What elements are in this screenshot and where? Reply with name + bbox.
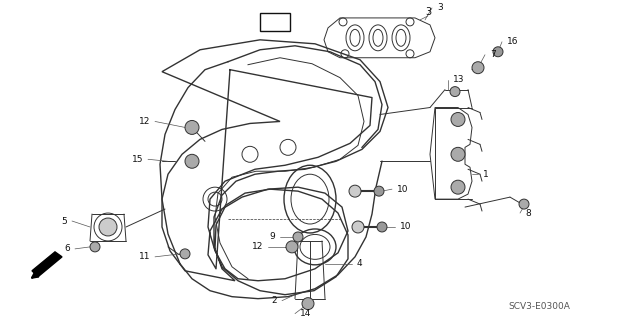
Circle shape [377,222,387,232]
Circle shape [185,121,199,134]
Text: 10: 10 [397,185,408,194]
Text: 1: 1 [483,170,489,179]
Text: SCV3-E0300A: SCV3-E0300A [508,302,570,311]
Circle shape [451,113,465,126]
Text: 7: 7 [490,50,496,59]
Text: FR.: FR. [49,249,67,264]
Text: E-2: E-2 [266,17,284,27]
Text: 3: 3 [425,7,431,17]
Circle shape [286,241,298,253]
Text: 2: 2 [271,296,277,305]
Text: 3: 3 [437,4,443,12]
FancyBboxPatch shape [260,13,290,31]
Circle shape [293,232,303,242]
Circle shape [451,147,465,161]
Circle shape [302,298,314,310]
Circle shape [450,87,460,97]
Text: 9: 9 [269,233,275,241]
Circle shape [180,249,190,259]
Text: 5: 5 [61,217,67,226]
Text: 11: 11 [138,252,150,261]
Text: 6: 6 [64,244,70,253]
Circle shape [374,186,384,196]
Text: 12: 12 [252,242,263,251]
Text: 15: 15 [131,155,143,164]
Circle shape [352,221,364,233]
Text: 14: 14 [300,309,312,318]
Text: 10: 10 [400,222,412,232]
Text: 16: 16 [507,37,518,46]
Circle shape [185,154,199,168]
Ellipse shape [99,218,117,236]
Circle shape [349,185,361,197]
Circle shape [90,242,100,252]
Text: 13: 13 [453,75,465,84]
Text: 12: 12 [139,117,150,126]
Circle shape [519,199,529,209]
Polygon shape [32,252,62,277]
Text: 8: 8 [525,209,531,218]
Text: 4: 4 [357,259,363,268]
Circle shape [493,47,503,57]
Circle shape [472,62,484,74]
Circle shape [451,180,465,194]
